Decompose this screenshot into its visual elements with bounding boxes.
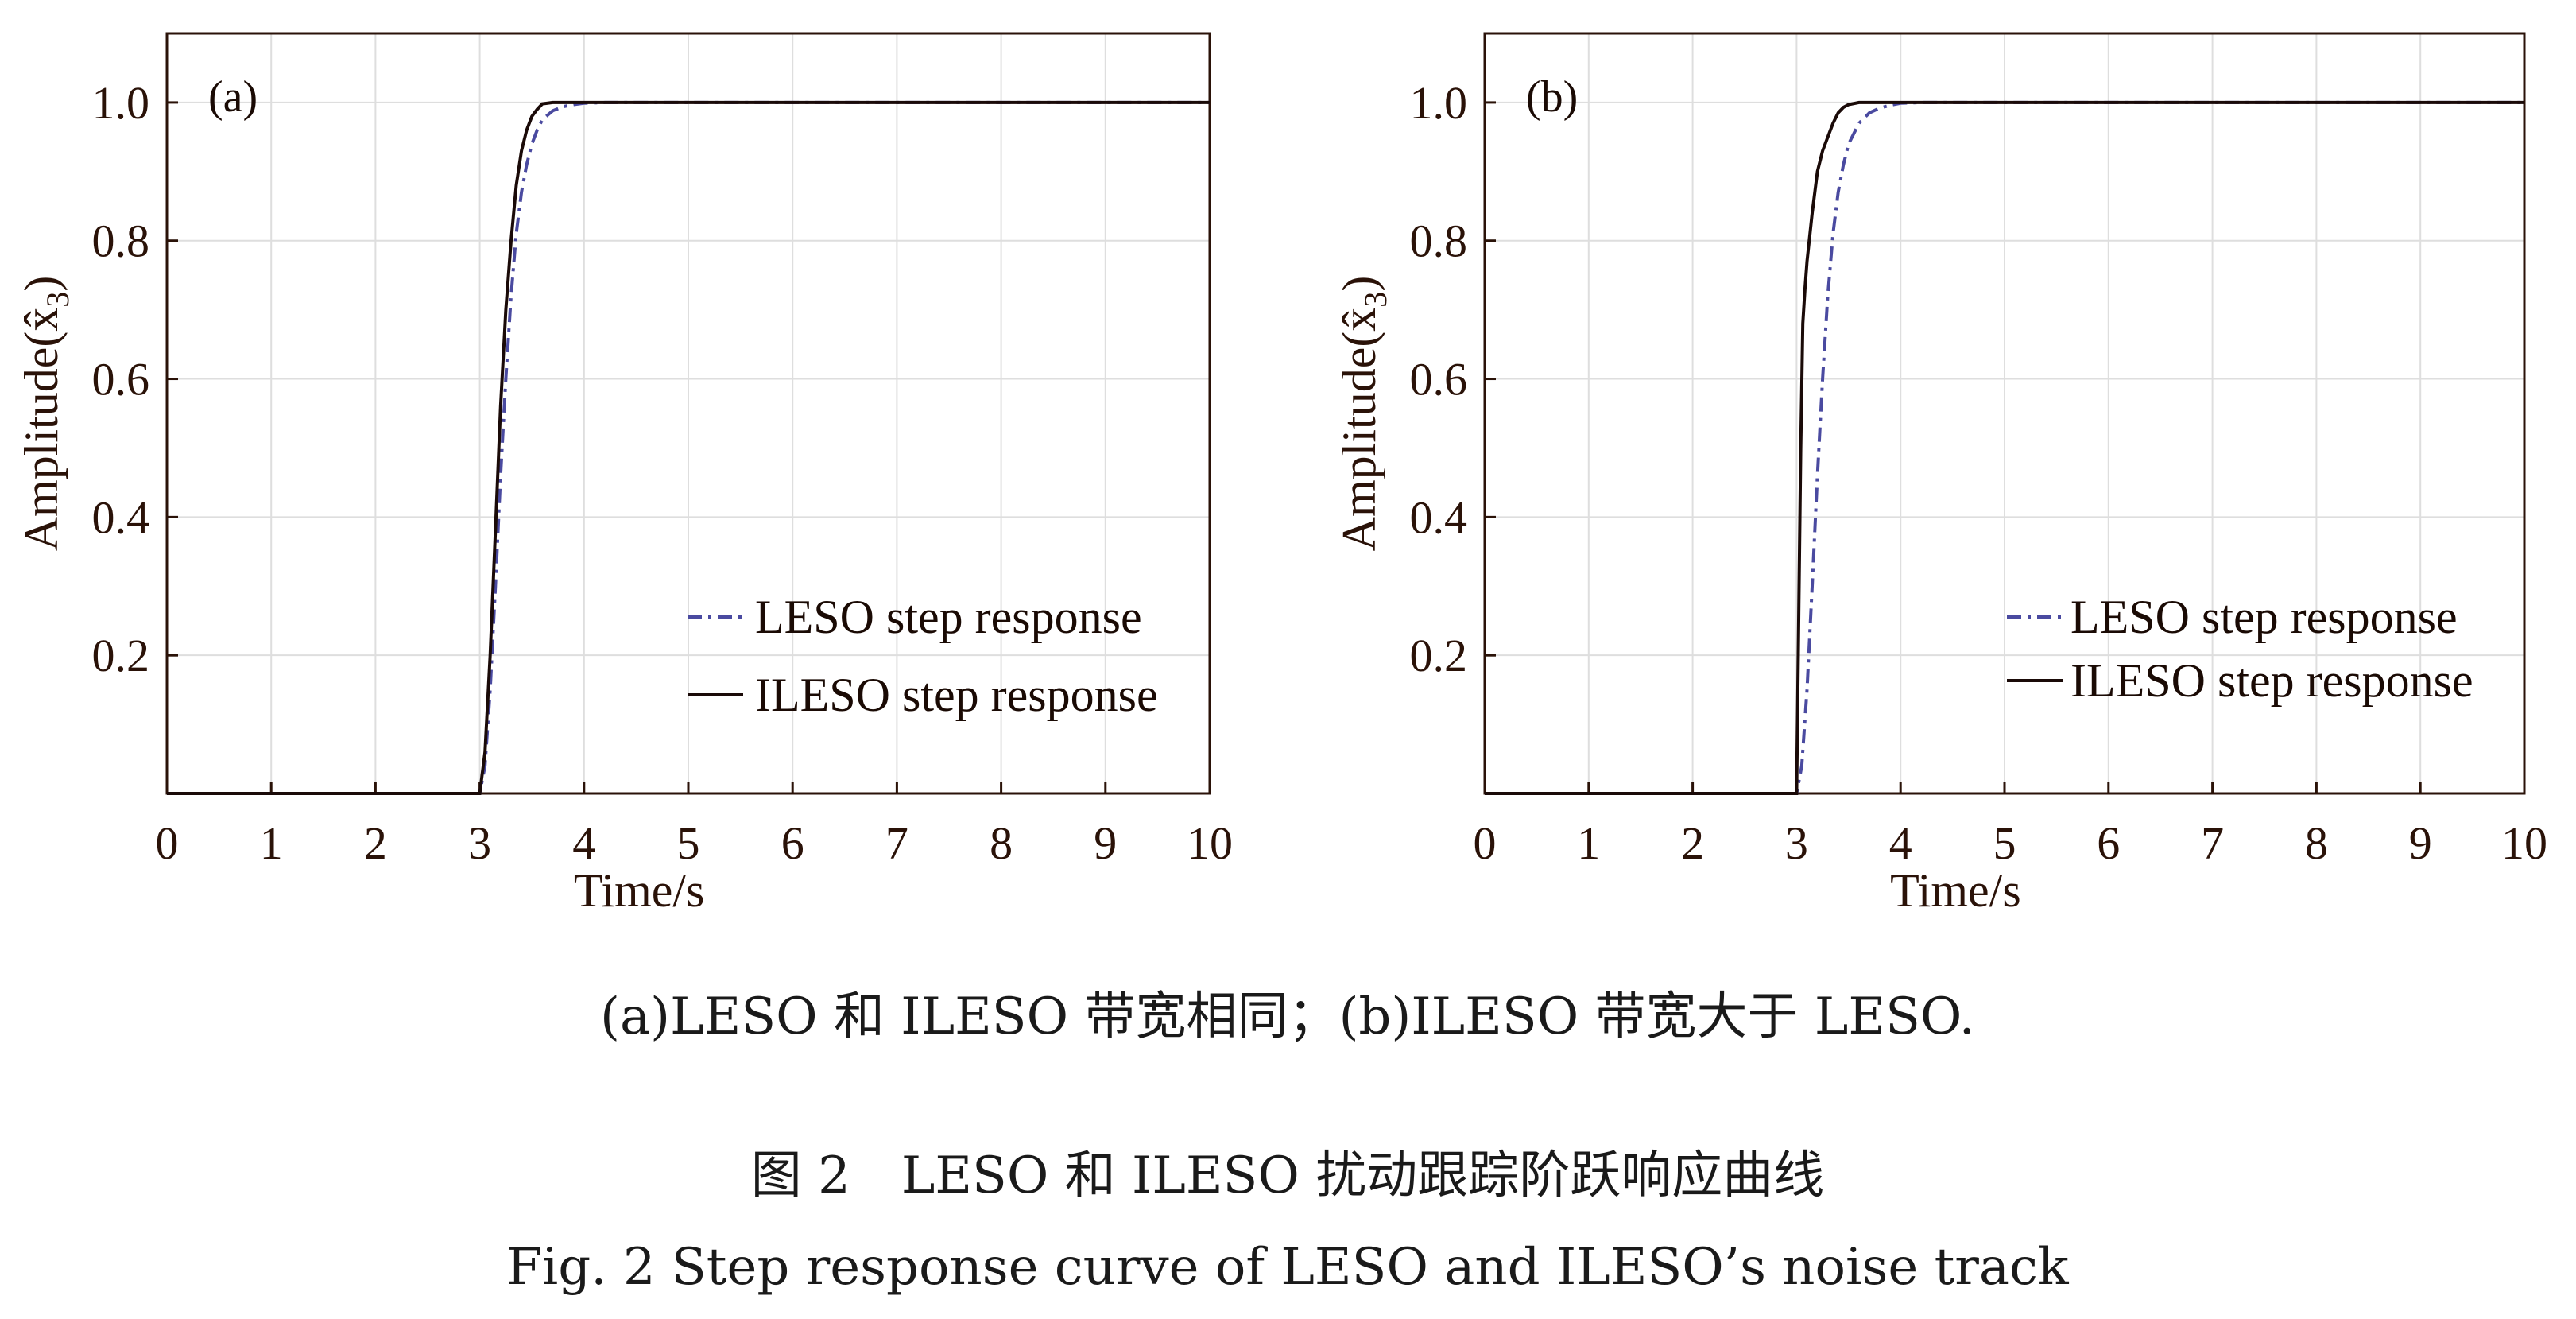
subcaption: (a)LESO 和 ILESO 带宽相同；(b)ILESO 带宽大于 LESO. [600, 987, 1975, 1046]
x-tick-label: 3 [1785, 817, 1808, 869]
y-axis-label: Amplitude(x̂3) [15, 276, 76, 552]
x-tick-label: 5 [1993, 817, 2016, 869]
x-tick-label: 1 [260, 817, 283, 869]
x-tick-label: 8 [2305, 817, 2328, 869]
x-axis-label: Time/s [1890, 864, 2021, 917]
x-tick-label: 10 [1187, 817, 1233, 869]
x-tick-label: 5 [677, 817, 700, 869]
x-tick-label: 10 [2501, 817, 2547, 869]
y-tick-label: 1.0 [92, 77, 150, 129]
chart-panel-a: 0 1 2 3 4 5 6 7 8 9 10 0.2 0.4 0.6 0.8 1.0 Time/s Amplitu… [15, 32, 1233, 917]
x-tick-label: 2 [1681, 817, 1704, 869]
panel-label: (b) [1526, 72, 1578, 122]
x-tick-label: 0 [1474, 817, 1497, 869]
x-tick-label: 6 [2097, 817, 2120, 869]
x-tick-label: 9 [1094, 817, 1117, 869]
figure-title-cn: 图 2 LESO 和 ILESO 扰动跟踪阶跃响应曲线 [751, 1146, 1824, 1205]
series-line [1485, 100, 2524, 795]
x-tick-label: 8 [990, 817, 1013, 869]
x-tick-label: 7 [885, 817, 908, 869]
y-axis-label: Amplitude(x̂3) [1333, 276, 1393, 552]
y-tick-label: 0.4 [1410, 491, 1468, 543]
x-tick-label: 6 [781, 817, 804, 869]
x-tick-label: 9 [2409, 817, 2432, 869]
x-tick-label: 4 [1889, 817, 1912, 869]
legend-label: ILESO step response [2070, 654, 2473, 707]
y-tick-label: 0.4 [92, 491, 150, 543]
figure-title-en: Fig. 2 Step response curve of LESO and I… [506, 1238, 2070, 1297]
series-line [167, 100, 1210, 795]
y-tick-label: 0.2 [92, 630, 150, 681]
y-tick-label: 0.8 [1410, 215, 1468, 267]
legend-label: ILESO step response [755, 669, 1158, 721]
y-tick-label: 0.6 [1410, 354, 1468, 405]
x-tick-label: 4 [572, 817, 595, 869]
x-axis-label: Time/s [574, 864, 705, 917]
x-tick-label: 1 [1577, 817, 1600, 869]
y-tick-label: 0.6 [92, 354, 150, 405]
x-tick-label: 0 [156, 817, 179, 869]
series-line [1485, 100, 2524, 795]
x-tick-label: 3 [468, 817, 491, 869]
panel-label: (a) [208, 72, 258, 122]
x-tick-label: 2 [364, 817, 387, 869]
legend-label: LESO step response [755, 591, 1142, 643]
y-tick-label: 1.0 [1410, 77, 1468, 129]
x-tick-label: 7 [2201, 817, 2224, 869]
legend-label: LESO step response [2070, 591, 2458, 643]
y-tick-label: 0.2 [1410, 630, 1468, 681]
series-line [167, 100, 1210, 795]
y-tick-label: 0.8 [92, 215, 150, 267]
chart-panel-b: 0 1 2 3 4 5 6 7 8 9 10 0.2 0.4 0.6 0.8 1.0 Time/s Amplitu… [1333, 32, 2547, 917]
